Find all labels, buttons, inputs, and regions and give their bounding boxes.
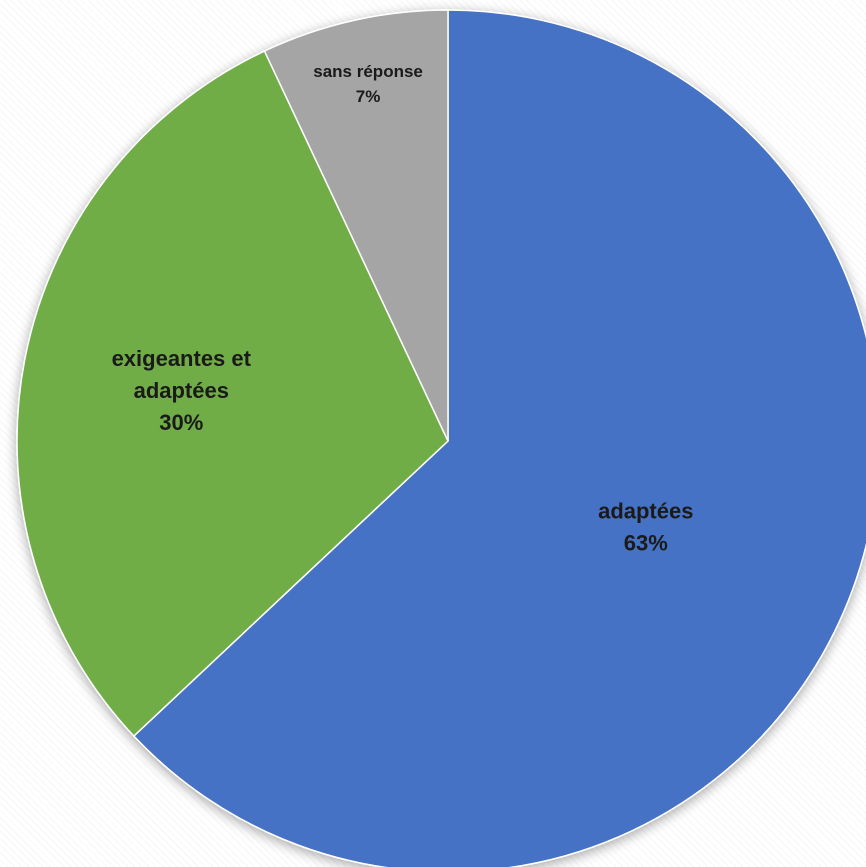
pie-label-2: sans réponse 7% — [313, 62, 423, 106]
pie-category-label-1: adaptées — [134, 378, 229, 403]
pie-category-label-1: exigeantes et — [112, 346, 252, 371]
pie-category-label-2: sans réponse — [313, 62, 423, 81]
pie-category-label-0: adaptées — [598, 498, 693, 523]
pie-slice-1 — [16, 50, 449, 738]
pie-value-label-1: 30% — [159, 410, 203, 435]
pie-label-1: exigeantes et adaptées 30% — [112, 346, 252, 435]
pie-slices — [16, 9, 866, 867]
pie-data-labels: adaptées 63% exigeantes et adaptées 30% sans … — [112, 62, 694, 555]
pie-slice-2 — [263, 9, 449, 442]
pie-value-label-2: 7% — [356, 87, 381, 106]
pie-slice-0 — [132, 9, 866, 867]
pie-value-label-0: 63% — [624, 530, 668, 555]
pie-label-0: adaptées 63% — [598, 498, 693, 555]
